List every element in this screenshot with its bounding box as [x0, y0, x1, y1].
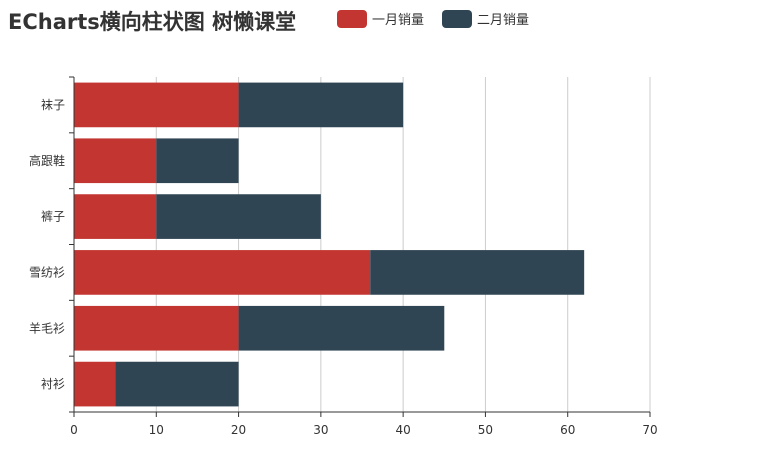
bar-series1-裤子	[74, 194, 157, 239]
x-label-40: 40	[396, 423, 411, 437]
bar-series2-袜子	[238, 82, 404, 128]
y-label-裤子: 裤子	[41, 210, 65, 224]
axes	[69, 76, 651, 417]
x-label-30: 30	[313, 423, 328, 437]
x-label-20: 20	[231, 423, 246, 437]
bar-series2-高跟鞋	[156, 138, 239, 184]
y-label-袜子: 袜子	[41, 98, 65, 112]
x-label-10: 10	[149, 423, 164, 437]
x-label-70: 70	[642, 423, 657, 437]
legend-label-1[interactable]: 一月销量	[372, 13, 424, 28]
bar-series1-高跟鞋	[74, 138, 157, 184]
bar-series2-羊毛衫	[238, 305, 445, 351]
legend[interactable]: 一月销量 二月销量	[337, 10, 529, 28]
y-label-高跟鞋: 高跟鞋	[29, 153, 65, 168]
bar-series1-衬衫	[74, 361, 116, 407]
bar-series1-雪纺衫	[74, 250, 371, 295]
x-label-60: 60	[560, 423, 575, 437]
legend-swatch-1[interactable]	[337, 10, 367, 28]
y-label-雪纺衫: 雪纺衫	[29, 265, 65, 279]
chart-title: ECharts横向柱状图 树懒课堂	[8, 10, 296, 34]
grid-lines	[155, 77, 651, 412]
x-axis-labels: 0 10 20 30 40 50 60 70	[70, 423, 657, 437]
legend-item-1[interactable]: 一月销量	[337, 10, 424, 28]
bars	[74, 82, 585, 407]
legend-label-2[interactable]: 二月销量	[477, 13, 529, 28]
y-axis-labels: 衬衫 羊毛衫 雪纺衫 裤子 高跟鞋 袜子	[29, 98, 65, 391]
bar-series1-羊毛衫	[74, 305, 239, 351]
legend-swatch-2[interactable]	[442, 10, 472, 28]
x-label-0: 0	[70, 423, 78, 437]
bar-series2-裤子	[156, 194, 321, 239]
bar-series2-衬衫	[115, 361, 239, 407]
x-label-50: 50	[478, 423, 493, 437]
bar-series1-袜子	[74, 82, 239, 128]
bar-series2-雪纺衫	[370, 250, 585, 295]
y-label-羊毛衫: 羊毛衫	[29, 320, 65, 335]
y-label-衬衫: 衬衫	[41, 377, 65, 391]
legend-item-2[interactable]: 二月销量	[442, 10, 529, 28]
